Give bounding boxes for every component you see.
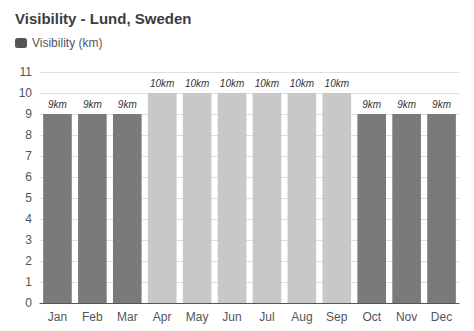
svg-text:8: 8 [25,128,32,142]
svg-text:Apr: Apr [153,310,172,324]
svg-text:10km: 10km [185,78,209,89]
svg-text:9km: 9km [397,99,416,110]
svg-text:9km: 9km [83,99,102,110]
svg-text:5: 5 [25,191,32,205]
svg-text:3: 3 [25,233,32,247]
svg-text:Jan: Jan [48,310,67,324]
svg-text:10km: 10km [290,78,314,89]
svg-text:10km: 10km [150,78,174,89]
svg-text:0: 0 [25,296,32,310]
svg-text:9km: 9km [362,99,381,110]
svg-text:Dec: Dec [431,310,452,324]
svg-text:Visibility (km): Visibility (km) [32,36,102,50]
svg-text:10km: 10km [220,78,244,89]
svg-text:Nov: Nov [396,310,417,324]
svg-text:7: 7 [25,149,32,163]
svg-text:9: 9 [25,107,32,121]
svg-text:9km: 9km [432,99,451,110]
svg-text:4: 4 [25,212,32,226]
svg-text:9km: 9km [48,99,67,110]
svg-text:May: May [186,310,209,324]
svg-text:11: 11 [20,65,33,79]
svg-text:Jun: Jun [222,310,241,324]
svg-text:Oct: Oct [362,310,381,324]
svg-text:1: 1 [25,275,32,289]
svg-text:9km: 9km [118,99,137,110]
svg-text:Jul: Jul [259,310,274,324]
svg-text:6: 6 [25,170,32,184]
svg-text:Sep: Sep [326,310,348,324]
svg-text:Visibility - Lund, Sweden: Visibility - Lund, Sweden [15,10,191,27]
svg-text:Mar: Mar [117,310,138,324]
svg-text:Aug: Aug [291,310,312,324]
svg-text:10: 10 [19,86,33,100]
svg-text:Feb: Feb [82,310,103,324]
svg-text:10km: 10km [255,78,279,89]
svg-text:10km: 10km [325,78,349,89]
svg-text:2: 2 [25,254,32,268]
